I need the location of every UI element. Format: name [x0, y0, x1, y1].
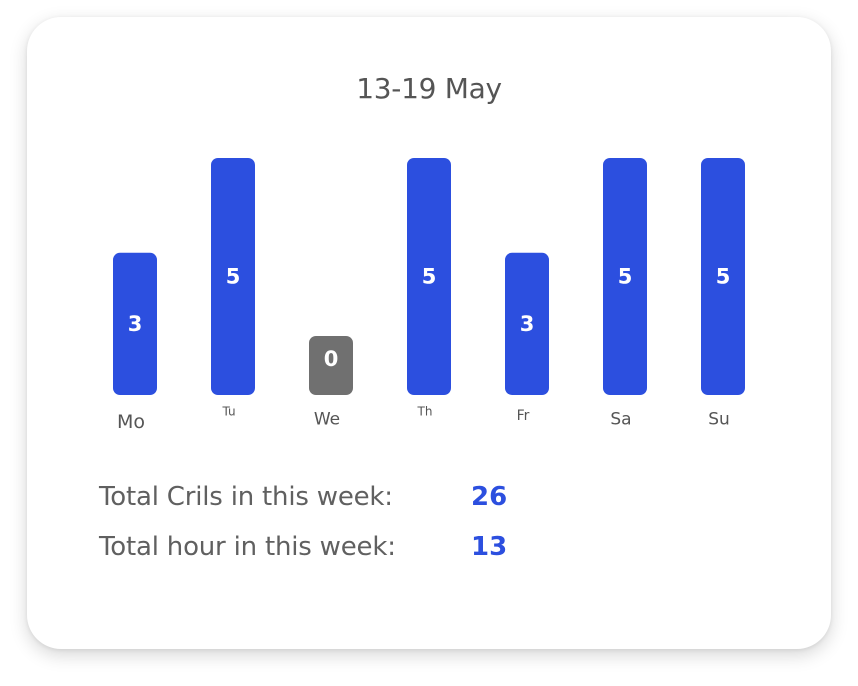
chart-title: 13-19 May [356, 72, 502, 105]
total-hours-label: Total hour in this week: [99, 532, 396, 562]
day-label-mo: Mo [117, 411, 145, 433]
bar-tu [211, 158, 255, 395]
day-label-sa: Sa [610, 409, 631, 429]
day-labels-group: Mo Tu We Th Fr Sa Su [117, 404, 730, 432]
bar-value-su: 5 [716, 265, 731, 289]
bar-fr [505, 252, 549, 395]
total-crils-value: 26 [471, 482, 508, 512]
bar-value-tu: 5 [226, 265, 241, 289]
day-label-tu: Tu [221, 404, 235, 418]
bar-sa [603, 158, 647, 395]
day-label-th: Th [417, 404, 433, 418]
bar-value-we: 0 [324, 347, 339, 371]
bar-value-fr: 3 [520, 312, 535, 336]
bar-we [309, 336, 353, 395]
total-crils-label: Total Crils in this week: [99, 482, 393, 512]
bar-value-sa: 5 [618, 265, 633, 289]
bar-value-th: 5 [422, 265, 437, 289]
total-hours-value: 13 [471, 532, 508, 562]
bar-su [701, 158, 745, 395]
bar-value-mo: 3 [128, 312, 143, 336]
day-label-we: We [314, 409, 340, 429]
bar-th [407, 158, 451, 395]
day-label-su: Su [708, 409, 730, 429]
day-label-fr: Fr [517, 408, 530, 424]
bars-group: 3 5 0 5 3 5 5 [113, 158, 745, 395]
bar-mo [113, 252, 157, 395]
